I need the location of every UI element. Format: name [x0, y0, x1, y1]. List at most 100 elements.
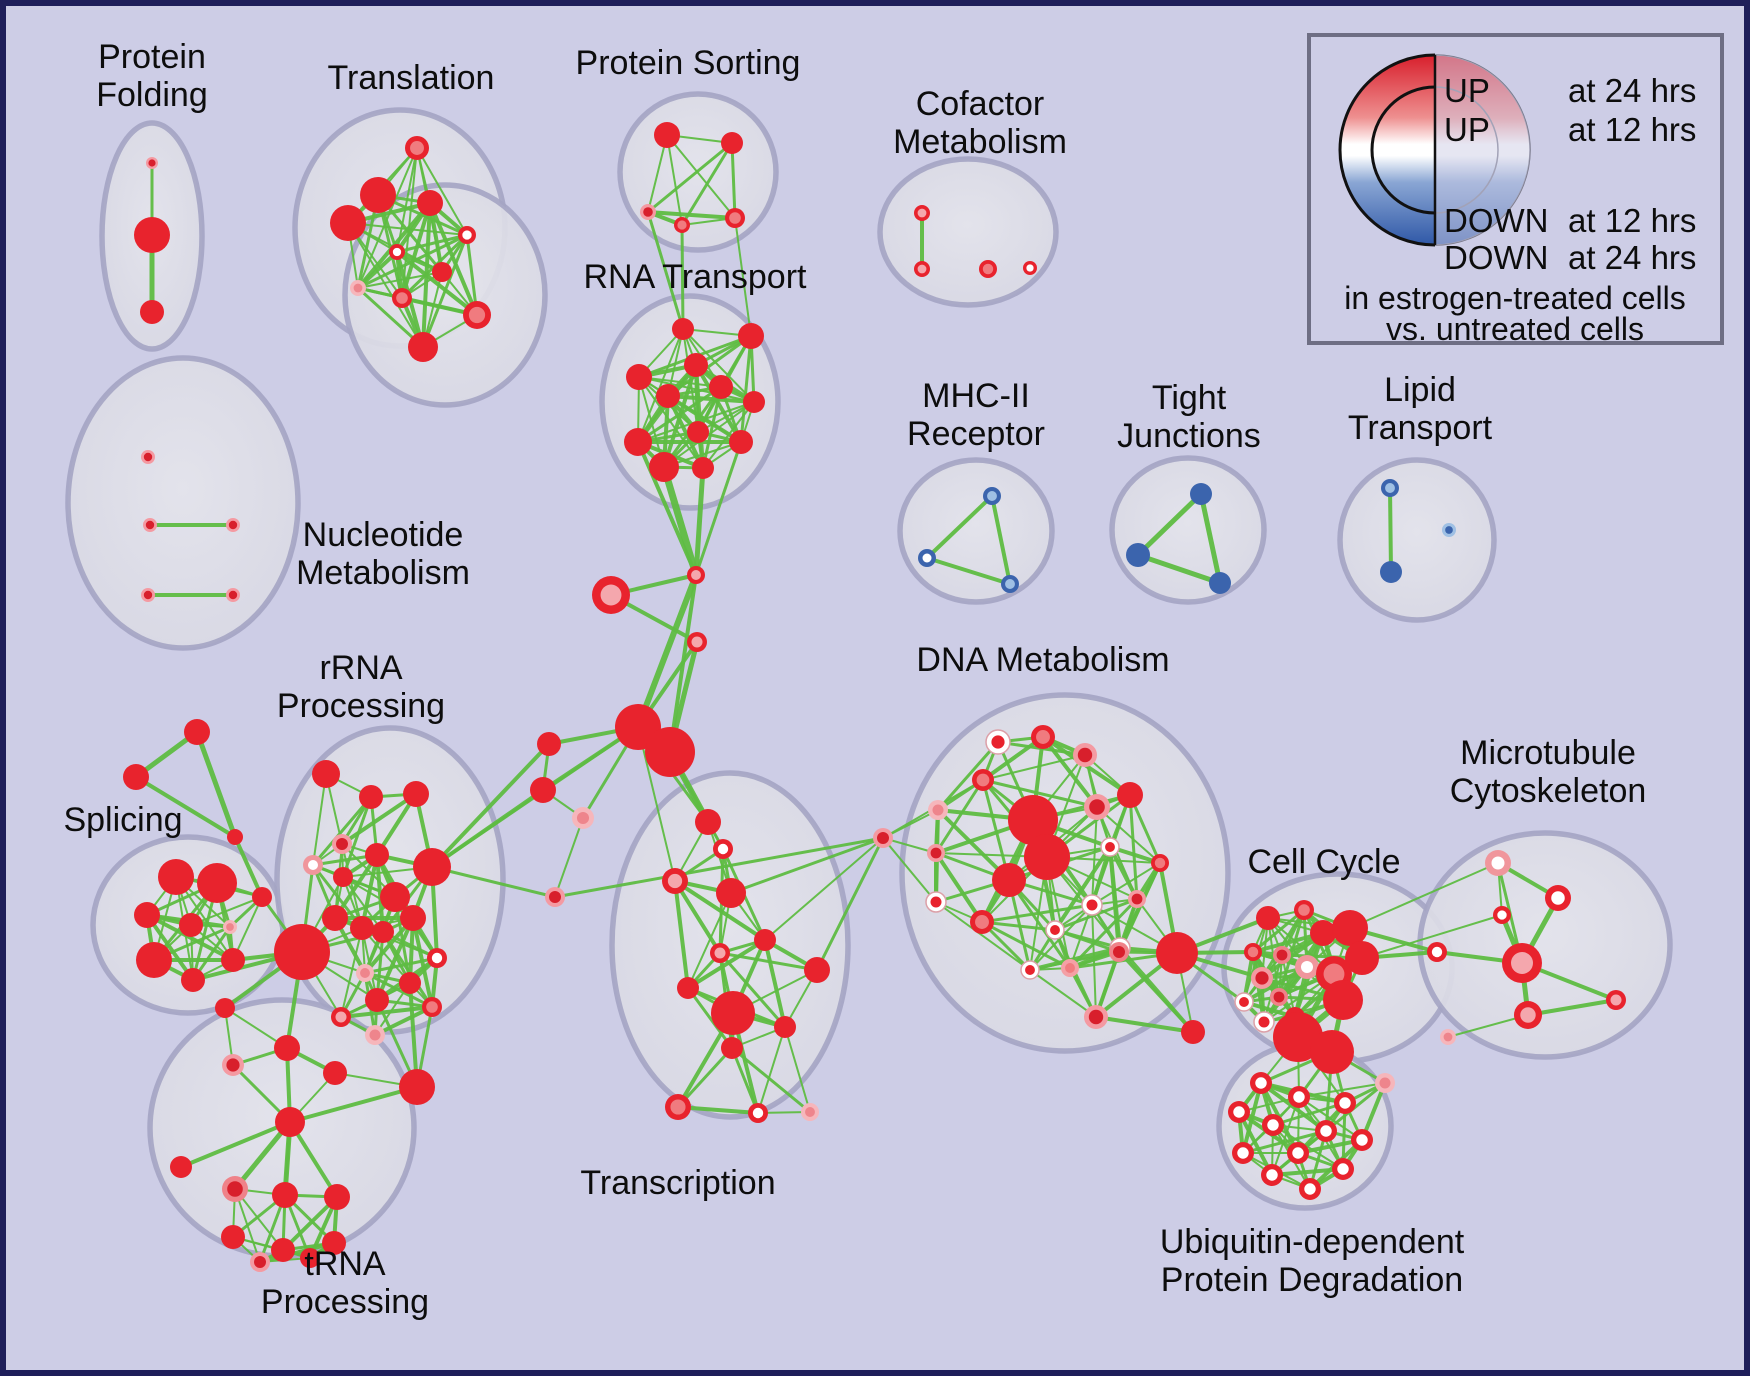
cluster-label-tight-junctions: Junctions	[1117, 417, 1261, 455]
cluster-label-translation: Translation	[328, 59, 495, 97]
network-edge	[357, 147, 418, 289]
network-edge	[982, 754, 1086, 781]
network-edge	[1349, 862, 1499, 929]
network-edge	[666, 134, 683, 226]
network-node	[1332, 910, 1368, 946]
network-node-core	[1267, 1119, 1279, 1131]
network-edge	[980, 903, 1094, 924]
network-edge	[1251, 908, 1306, 954]
network-node	[1190, 483, 1212, 505]
network-node	[645, 727, 695, 777]
network-node	[654, 122, 680, 148]
network-node-core	[982, 263, 994, 275]
network-edge	[646, 210, 737, 220]
network-node	[649, 452, 679, 482]
network-node-core	[1065, 963, 1075, 973]
network-node	[1181, 1020, 1205, 1044]
network-node-core	[1036, 730, 1050, 744]
network-node	[1310, 1030, 1354, 1074]
network-edge	[925, 494, 994, 560]
legend-row-up24-time: at 24 hrs	[1568, 72, 1696, 109]
network-node	[687, 421, 709, 443]
network-edge	[312, 773, 327, 866]
network-edge	[739, 334, 753, 444]
cluster-label-nucleotide-metabolism: Nucleotide	[303, 516, 464, 554]
network-edge	[430, 865, 557, 899]
network-node-core	[1356, 1134, 1368, 1146]
network-node	[312, 760, 340, 788]
network-node-core	[143, 590, 153, 600]
network-node	[1024, 834, 1070, 880]
network-node-core	[922, 553, 932, 563]
network-node	[711, 991, 755, 1035]
network-node	[181, 968, 205, 992]
network-node-core	[1298, 904, 1310, 916]
network-edge	[1053, 928, 1121, 954]
network-node	[300, 1248, 320, 1268]
cluster-label-dna-metabolism: DNA Metabolism	[916, 641, 1169, 679]
network-edge	[730, 1046, 760, 1115]
network-node	[123, 764, 149, 790]
network-edge	[981, 735, 1045, 782]
network-edge	[179, 1120, 292, 1169]
network-node	[400, 905, 426, 931]
network-edge	[340, 792, 418, 846]
network-node-core	[1273, 991, 1285, 1003]
cluster-label-tight-junctions: Tight	[1152, 379, 1227, 417]
network-edge	[680, 223, 685, 331]
network-edge	[764, 837, 884, 941]
cluster-label-splicing: Splicing	[63, 801, 182, 839]
network-node	[432, 262, 452, 282]
network-node	[729, 430, 753, 454]
network-edge	[1324, 1081, 1387, 1133]
network-node	[417, 190, 443, 216]
network-node-core	[254, 1256, 266, 1268]
network-edge	[757, 1026, 786, 1114]
cluster-label-lipid-transport: Transport	[1348, 409, 1493, 447]
cluster-label-rna-transport: RNA Transport	[584, 258, 808, 296]
network-node-core	[729, 212, 741, 224]
network-edge	[363, 956, 439, 975]
network-node-core	[917, 264, 927, 274]
network-edge	[718, 951, 787, 1029]
network-node-core	[353, 283, 363, 293]
network-node-core	[714, 947, 726, 959]
network-node-core	[1304, 1183, 1316, 1195]
network-node	[677, 977, 699, 999]
network-node	[537, 732, 561, 756]
network-edge	[190, 896, 263, 926]
network-node-core	[1154, 857, 1166, 869]
network-edge	[660, 463, 700, 579]
network-node	[333, 867, 353, 887]
network-edge	[1128, 793, 1139, 901]
network-node	[738, 323, 764, 349]
network-node-core	[228, 590, 238, 600]
network-node	[530, 777, 556, 803]
network-node-core	[228, 520, 238, 530]
network-edge	[347, 222, 424, 348]
network-edge	[1053, 845, 1112, 932]
network-node-core	[226, 1058, 240, 1072]
network-node-core	[396, 292, 408, 304]
cluster-ellipse-tight-junctions	[1109, 455, 1267, 605]
network-edge	[1388, 486, 1393, 574]
network-node-core	[1025, 965, 1035, 975]
network-node-core	[1431, 946, 1443, 958]
network-edge	[1526, 998, 1618, 1017]
cluster-label-rrna-processing: rRNA	[319, 649, 402, 687]
network-edge	[1091, 806, 1098, 906]
network-node-core	[1497, 910, 1507, 920]
network-edge	[1094, 1015, 1195, 1034]
network-node-core	[670, 1099, 686, 1115]
network-edge	[416, 147, 468, 236]
network-node	[1323, 980, 1363, 1020]
network-node-core	[691, 636, 703, 648]
network-node	[380, 882, 410, 912]
network-node	[695, 809, 721, 835]
network-edge	[430, 742, 551, 869]
network-node	[403, 781, 429, 807]
network-node	[672, 318, 694, 340]
